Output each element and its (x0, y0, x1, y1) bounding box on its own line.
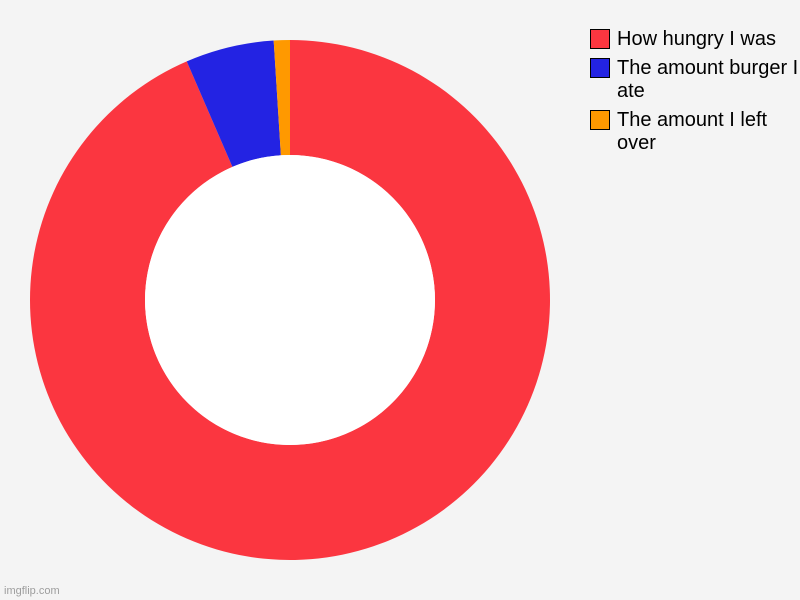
watermark: imgflip.com (4, 585, 60, 597)
chart-container: How hungry I was The amount burger I ate… (0, 0, 800, 600)
legend-swatch (590, 29, 610, 49)
legend-label: How hungry I was (617, 28, 776, 51)
legend-swatch (590, 110, 610, 130)
legend-label: The amount I left over (617, 109, 800, 155)
legend-swatch (590, 58, 610, 78)
legend-item: How hungry I was (590, 28, 800, 51)
donut-chart (20, 30, 560, 570)
legend-label: The amount burger I ate (617, 57, 800, 103)
legend-item: The amount burger I ate (590, 57, 800, 103)
donut-hole (145, 155, 435, 445)
legend-item: The amount I left over (590, 109, 800, 155)
legend: How hungry I was The amount burger I ate… (590, 28, 800, 161)
